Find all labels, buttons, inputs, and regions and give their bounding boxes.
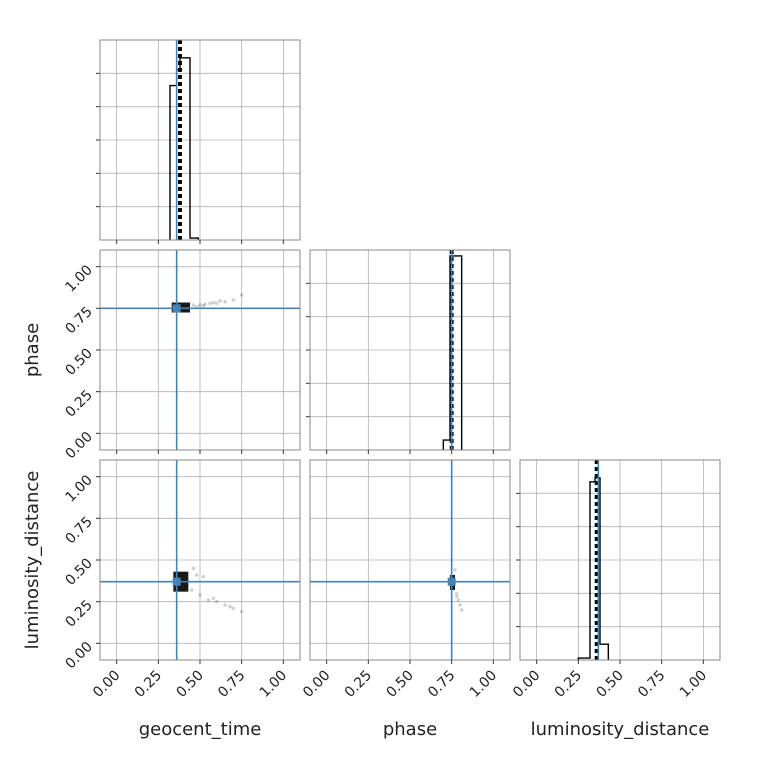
truth-marker: [172, 577, 181, 586]
panel-geocent_time-geocent_time: [96, 39, 301, 244]
sample-point: [214, 599, 219, 604]
density-core: [171, 302, 190, 313]
x-tick-label: 1.00: [467, 668, 500, 701]
sample-point: [454, 594, 459, 599]
sample-point: [218, 299, 222, 303]
sample-point: [194, 573, 199, 577]
x-tick-label: 0.00: [300, 668, 333, 701]
histogram-step: [442, 255, 463, 450]
y-tick-label: 0.00: [62, 639, 95, 672]
sample-point: [189, 588, 194, 592]
sample-point: [458, 603, 462, 607]
truth-marker: [447, 577, 456, 586]
sample-point: [198, 593, 202, 597]
histogram-step: [577, 477, 610, 660]
sample-point: [191, 303, 196, 307]
x-axis-label-luminosity_distance: luminosity_distance: [531, 719, 710, 740]
x-tick-label: 0.25: [342, 668, 375, 701]
x-tick-label: 0.50: [383, 668, 416, 701]
panel-phase-phase: [306, 249, 511, 454]
sample-point: [239, 293, 244, 297]
sample-point: [231, 606, 236, 611]
x-tick-label: 0.75: [635, 668, 668, 701]
sample-point: [211, 596, 216, 601]
panel-geocent_time-phase: 0.00 0.25 0.50 0.75 1.00 phase: [22, 249, 301, 462]
y-tick-label: 1.00: [62, 472, 95, 505]
sample-point: [223, 603, 227, 607]
x-tick-label: 0.00: [90, 668, 123, 701]
x-tick-label: 0.75: [425, 668, 458, 701]
sample-point: [208, 301, 212, 306]
y-tick-label: 1.00: [62, 262, 95, 295]
y-tick-label: 0.50: [62, 556, 95, 589]
sample-point: [198, 303, 202, 307]
x-tick-label: 0.50: [593, 668, 626, 701]
x-tick-label: 0.25: [132, 668, 165, 701]
y-tick-label: 0.50: [62, 346, 95, 379]
sample-point: [454, 591, 459, 596]
x-axis-label-phase: phase: [383, 719, 437, 740]
y-axis-label-luminosity_distance: luminosity_distance: [22, 471, 43, 650]
sample-point: [214, 301, 219, 306]
sample-point: [459, 608, 464, 612]
sample-point: [453, 568, 457, 572]
x-tick-label: 1.00: [677, 668, 710, 701]
x-tick-label: 0.50: [173, 668, 206, 701]
sample-point: [239, 609, 244, 614]
y-tick-label: 0.75: [62, 514, 95, 547]
sample-point: [206, 598, 211, 602]
x-tick-label: 0.25: [552, 668, 585, 701]
truth-marker: [172, 304, 181, 313]
x-tick-label: 0.00: [510, 668, 543, 701]
x-axis-label-geocent_time: geocent_time: [139, 719, 262, 740]
sample-point: [191, 566, 196, 571]
y-axis-label-phase: phase: [22, 323, 43, 377]
sample-point: [228, 604, 232, 609]
sample-point: [201, 574, 206, 579]
y-tick-label: 0.25: [62, 387, 95, 420]
sample-point: [223, 299, 227, 304]
sample-point: [231, 298, 236, 302]
panel-geocent_time-luminosity_distance: 0.00 0.25 0.50 0.75 1.00geocent_time0.000.25…: [22, 459, 301, 740]
y-tick-label: 0.75: [62, 304, 95, 337]
y-tick-label: 0.00: [62, 429, 95, 462]
y-tick-label: 0.25: [62, 597, 95, 630]
x-tick-label: 1.00: [257, 668, 290, 701]
panel-phase-luminosity_distance: 0.00 0.25 0.50 0.75 1.00 phase: [300, 459, 511, 740]
sample-point: [211, 300, 216, 305]
sample-point: [456, 598, 461, 602]
x-tick-label: 0.75: [215, 668, 248, 701]
sample-point: [203, 302, 207, 306]
sample-point: [201, 304, 206, 308]
panel-luminosity_distance-luminosity_distance: 0.00 0.25 0.50 0.75 1.00 luminosity_distance: [510, 459, 721, 740]
